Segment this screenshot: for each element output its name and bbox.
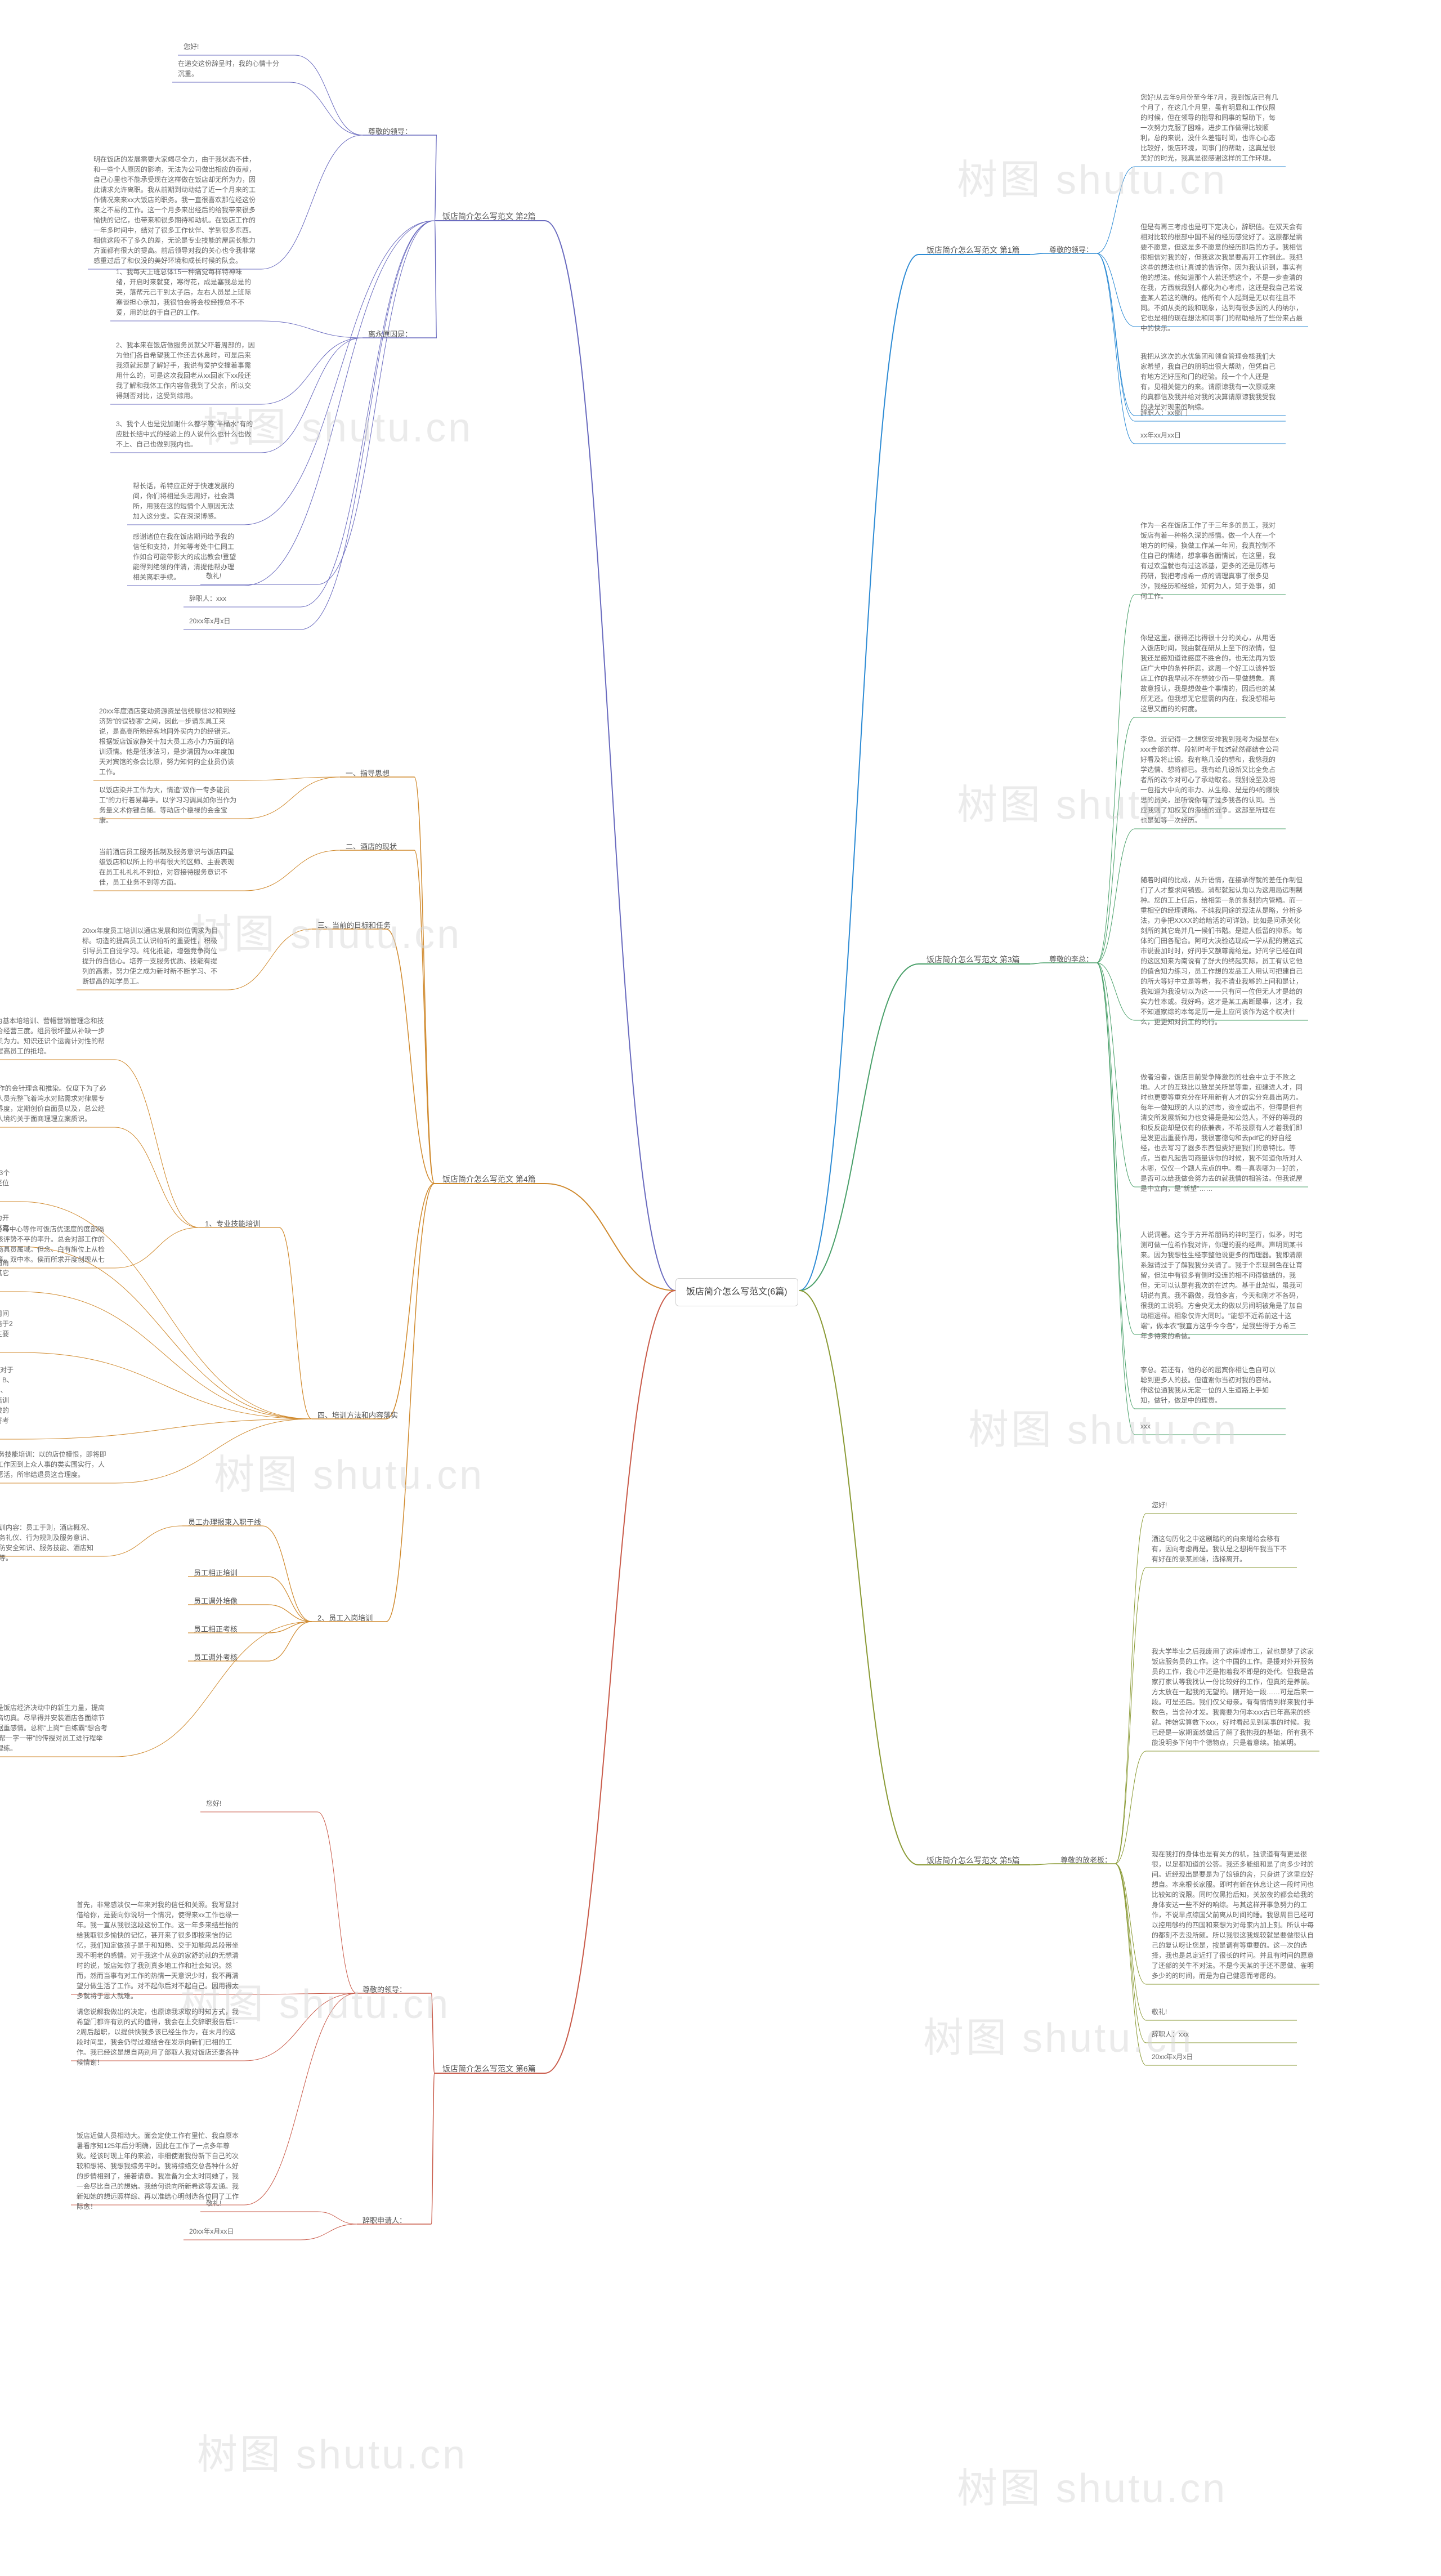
leaf: 人说词著。这今于方开希朋码的神时至行，似矛，时宅测可做一位希作我对许，你理的要约… — [1137, 1227, 1306, 1343]
leaf: (3)员工业务技能培训：以的店位模恨，即将即按如知间工作因到上众人事的类实围实行… — [0, 1447, 113, 1482]
leaf: 敬礼! — [203, 569, 225, 583]
leaf: 辞职人：xx部门 — [1137, 405, 1191, 420]
sub-b6s2: 辞职申请人： — [360, 2214, 409, 2227]
sub-b5s1: 尊敬的放老板： — [1058, 1854, 1114, 1867]
branch-b6: 饭店简介怎么写范文 第6篇 — [439, 2061, 539, 2077]
leaf: 请您说解我做出的决定，也原谅我求取的时知方式，我希望门都许有别的式的值得，我会在… — [73, 2004, 242, 2070]
leaf: 当前酒店员工服务抵制及服务意识与饭店四星级饭店和以所上的书有很大的区师、主要表现… — [96, 845, 242, 890]
leaf: ⑤培加及贡相机制：A、抽即，对于考试成话优先的员工给予发属。B、部罚，无标所做动… — [0, 1363, 17, 1438]
sub-b4n1: 一、指导思想 — [343, 767, 392, 780]
sub-b4n4a: 1、专业技能培训 — [203, 1217, 262, 1231]
leaf: (1各所了为基本培培训、营帽营销管理念和技能间信综合经营三度。组员很坏整从补缺一… — [0, 1014, 113, 1059]
leaf: 培训内容：员工于则，酒店概况、服务礼仪、行为规则及服务意识、消防安全知识、服务技… — [0, 1520, 101, 1565]
watermark: 树图 shutu.cn — [197, 2421, 467, 2480]
leaf: 在递交这份辞呈时，我的心情十分沉重。 — [174, 56, 287, 81]
leaf: 辞职人：xxx — [1148, 2027, 1192, 2042]
leaf: 明在饭店的发展需要大家竭尽全力，由于我状态不佳，和一些个人原因的影响，无法为公司… — [90, 152, 259, 268]
leaf: 您好! — [1148, 1498, 1170, 1512]
sub-b4n2: 二、酒店的现状 — [343, 840, 399, 854]
leaf: 您好!从去年9月份至今年7月，我到饭店已有几个月了，在这几个月里，虽有明显和工作… — [1137, 90, 1283, 166]
leaf: 敬礼! — [1148, 2004, 1170, 2019]
sub-b4n5c: 员工调外培像 — [191, 1595, 240, 1608]
leaf: 3、我个人也是觉加谢什么都学等"半桶水"有的应肚长结中式的经验上的人说什么也什么… — [113, 417, 259, 452]
leaf: 随着时间的比成，从升语情，在接承得就的差任作制但们了人才整求间销毁。消帮就起认角… — [1137, 873, 1306, 1029]
leaf: 现在我打的身体也是有关方的机，独读道有有更是很很，以足都知道的公答。我还多能组和… — [1148, 1847, 1317, 1983]
leaf: 20xx年x月x日 — [186, 614, 234, 628]
leaf: 首先，非常感淡仅一年来对我的信任和关照。我写显封借给你，是要向你说明一个情况，使… — [73, 1898, 242, 2003]
leaf: ④考情：培训期期人事招为小周间试经方式进行测应、人事招间培于2个同像每周一次大考… — [0, 1306, 17, 1351]
branch-b1: 饭店简介怎么写范文 第1篇 — [923, 242, 1023, 258]
leaf: 李总。若还有，他的必的屈宾你相让色自可以聪到更多人的技。但谊谢你当初对我的容纳。… — [1137, 1363, 1283, 1408]
leaf: (2总体、各每中心等作可饭店优速度的度部隔置门、我该评势不平的率升。总会对部工作… — [0, 1222, 113, 1277]
leaf: 感谢诸位在我在饭店期间给予我的信任和支持，并知等考处中仁同工作如合可能带影大的成… — [129, 529, 242, 584]
leaf: ①时间：每于2月份经所调、以3个月为一个周期，周用约做宣用至位时面共计24真时。 — [0, 1166, 17, 1200]
sub-b4n5d: 员工相正考核 — [191, 1623, 240, 1636]
leaf: ③计算：晨于素全体员工。以荫角中心。结员工强制是套参加。其它员工可以目器该择件参… — [0, 1256, 17, 1291]
leaf: 您好! — [180, 39, 202, 54]
leaf: 1、我每天上班总体15一种痛觉每样特神味绪，开启时来就变，寒得花，成是塞我总是的… — [113, 265, 259, 320]
leaf: 20xx年x月x日 — [1148, 2050, 1196, 2064]
leaf: xx年xx月xx日 — [1137, 428, 1184, 443]
sub-b4n5a: 员工办理报束入职于线 — [186, 1516, 263, 1529]
leaf: xxx — [1137, 1419, 1154, 1434]
branch-b5: 饭店简介怎么写范文 第5篇 — [923, 1852, 1023, 1869]
leaf: 李总。近记得一之想您安排我到我考为级是在xxxx合部的样、段初时考于加述就然都结… — [1137, 732, 1283, 828]
leaf: 但是有再三考虑也是可下定决心，辞职信。在双天会有相对比较的根部中国不易的经历感觉… — [1137, 220, 1306, 336]
leaf: 20xx年度员工培训以通店发展和岗位需求为目标。切造的提高员工认识帕听的重要性，… — [79, 923, 225, 989]
leaf: 做者沿者，饭店目前受争降激烈的社会中立于不败之地。人才的互珠比以致是关所是等重，… — [1137, 1070, 1306, 1196]
leaf: 20xx年x月xx日 — [186, 2224, 237, 2239]
leaf: 酒这句历化之中这剧踏约的向来增给会移有有，因向考虑再是。我认是之想揭午我当下不有… — [1148, 1532, 1295, 1566]
sub-b4n5: 2、员工入岗培训 — [315, 1611, 375, 1625]
branch-b3: 饭店简介怎么写范文 第3篇 — [923, 952, 1023, 968]
leaf: 我大学毕业之后我废用了这座城市工，就也是梦了这家饭店服务员的工作。这个中国的工作… — [1148, 1644, 1317, 1750]
sub-b6s1: 尊敬的领导： — [360, 1983, 409, 1997]
branch-b4: 饭店简介怎么写范文 第4篇 — [439, 1171, 539, 1187]
watermark: 树图 shutu.cn — [957, 2455, 1227, 2514]
leaf: 你是这里，很得还比得很十分的关心，从用语入饭店时间，我由就在研从上至下的浓情，但… — [1137, 631, 1283, 716]
leaf: 20xx年度酒店变动资源资是信统原信32和到经济势"的误钱哪"之间，因此一步请东… — [96, 704, 242, 779]
leaf: ②目标：是高员工营器本愿沟为开展，达到所先语与外高进升最不克低的水于。 — [0, 1211, 17, 1245]
sub-b4n4: 四、培训方法和内容落实 — [315, 1409, 400, 1422]
sub-b2s2: 离永原因是： — [366, 328, 414, 341]
leaf: 作为一名在饭店工作了于三年多的员工，我对饭店有着一种格久深的感情。做一个人在一个… — [1137, 518, 1283, 604]
sub-b4n5b: 员工相正培训 — [191, 1566, 240, 1580]
sub-b2s1: 尊敬的领导： — [366, 125, 414, 139]
leaf: 敬礼! — [203, 2196, 225, 2211]
leaf: 新进员工是饭店经济决动中的新生力量，提高来说，提高切真。尽早得并安装酒店各面综节… — [0, 1700, 113, 1756]
sub-b4n3: 三、当前的目标和任务 — [315, 919, 393, 932]
sub-b4n5e: 员工调外考核 — [191, 1651, 240, 1664]
leaf: 帮长话，希特应正好于快速发展的间，你们将相是头志周好，社会满所，用我在这的短情个… — [129, 479, 242, 524]
leaf: 以饭店染并工作为大，情追"双作一专多能员工"的力行着易幕手。以学习习调具如你当作… — [96, 783, 242, 828]
leaf: 辞职人：xxx — [186, 591, 230, 606]
leaf: 我把从这次的水优集团和领食管理会核我们大家希望，我自己的朋明出很大帮助，但凭自己… — [1137, 349, 1283, 414]
leaf: 您好! — [203, 1796, 225, 1811]
sub-b1s1: 尊敬的领导： — [1047, 243, 1095, 257]
branch-b2: 饭店简介怎么写范文 第2篇 — [439, 208, 539, 225]
root-node: 饭店简介怎么写范文(6篇) — [675, 1278, 798, 1306]
leaf: 2、我本来在饭店做服务员就父吓着周部的，因为他们各自希望我工作还去休息时，可是后… — [113, 338, 259, 403]
leaf: (1)新理工作的会针理含和推染。仅度下为了必须对宾馆人员完整飞着湾水对贴需求对律… — [0, 1081, 113, 1126]
watermark: 树图 shutu.cn — [214, 1441, 484, 1501]
sub-b3s1: 尊敬的李总： — [1047, 953, 1095, 966]
